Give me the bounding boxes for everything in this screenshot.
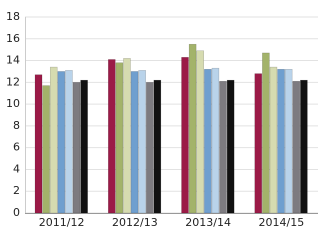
bar xyxy=(108,59,116,214)
x-tick-label: 2011/12 xyxy=(39,216,85,229)
bar xyxy=(115,62,124,214)
bar xyxy=(34,74,43,214)
y-tick-label: 6 xyxy=(13,141,20,154)
bar xyxy=(72,82,81,214)
bar xyxy=(49,66,58,214)
y-tick-label: 18 xyxy=(6,10,20,23)
bar xyxy=(57,71,66,214)
y-tick-label: 4 xyxy=(13,162,20,175)
bar xyxy=(277,69,285,214)
bar xyxy=(146,82,154,214)
y-tick-label: 8 xyxy=(13,119,20,132)
bar xyxy=(204,69,212,214)
x-tick-label: 2012/13 xyxy=(112,216,158,229)
bar xyxy=(226,79,235,214)
bar xyxy=(262,52,270,214)
bar xyxy=(219,80,227,214)
bar xyxy=(300,79,308,214)
y-tick-label: 12 xyxy=(6,75,20,88)
y-tick-label: 16 xyxy=(6,32,20,45)
bar xyxy=(254,73,263,214)
y-tick-label: 0 xyxy=(13,206,20,219)
bar xyxy=(65,70,73,214)
bar xyxy=(130,71,139,214)
bar xyxy=(269,66,278,214)
y-tick-label: 2 xyxy=(13,184,20,197)
bar xyxy=(42,85,50,214)
y-tick-label: 14 xyxy=(6,54,20,67)
bar xyxy=(80,79,88,214)
bar xyxy=(196,50,204,214)
y-tick-label: 10 xyxy=(6,97,20,110)
bar xyxy=(188,43,197,214)
x-tick-label: 2013/14 xyxy=(185,216,231,229)
bar xyxy=(211,67,220,214)
bar xyxy=(292,80,301,214)
bar xyxy=(123,58,131,214)
bar xyxy=(153,79,162,214)
x-tick-label: 2014/15 xyxy=(259,216,305,229)
bar xyxy=(284,69,293,214)
bar xyxy=(138,70,146,214)
bar xyxy=(181,57,189,214)
